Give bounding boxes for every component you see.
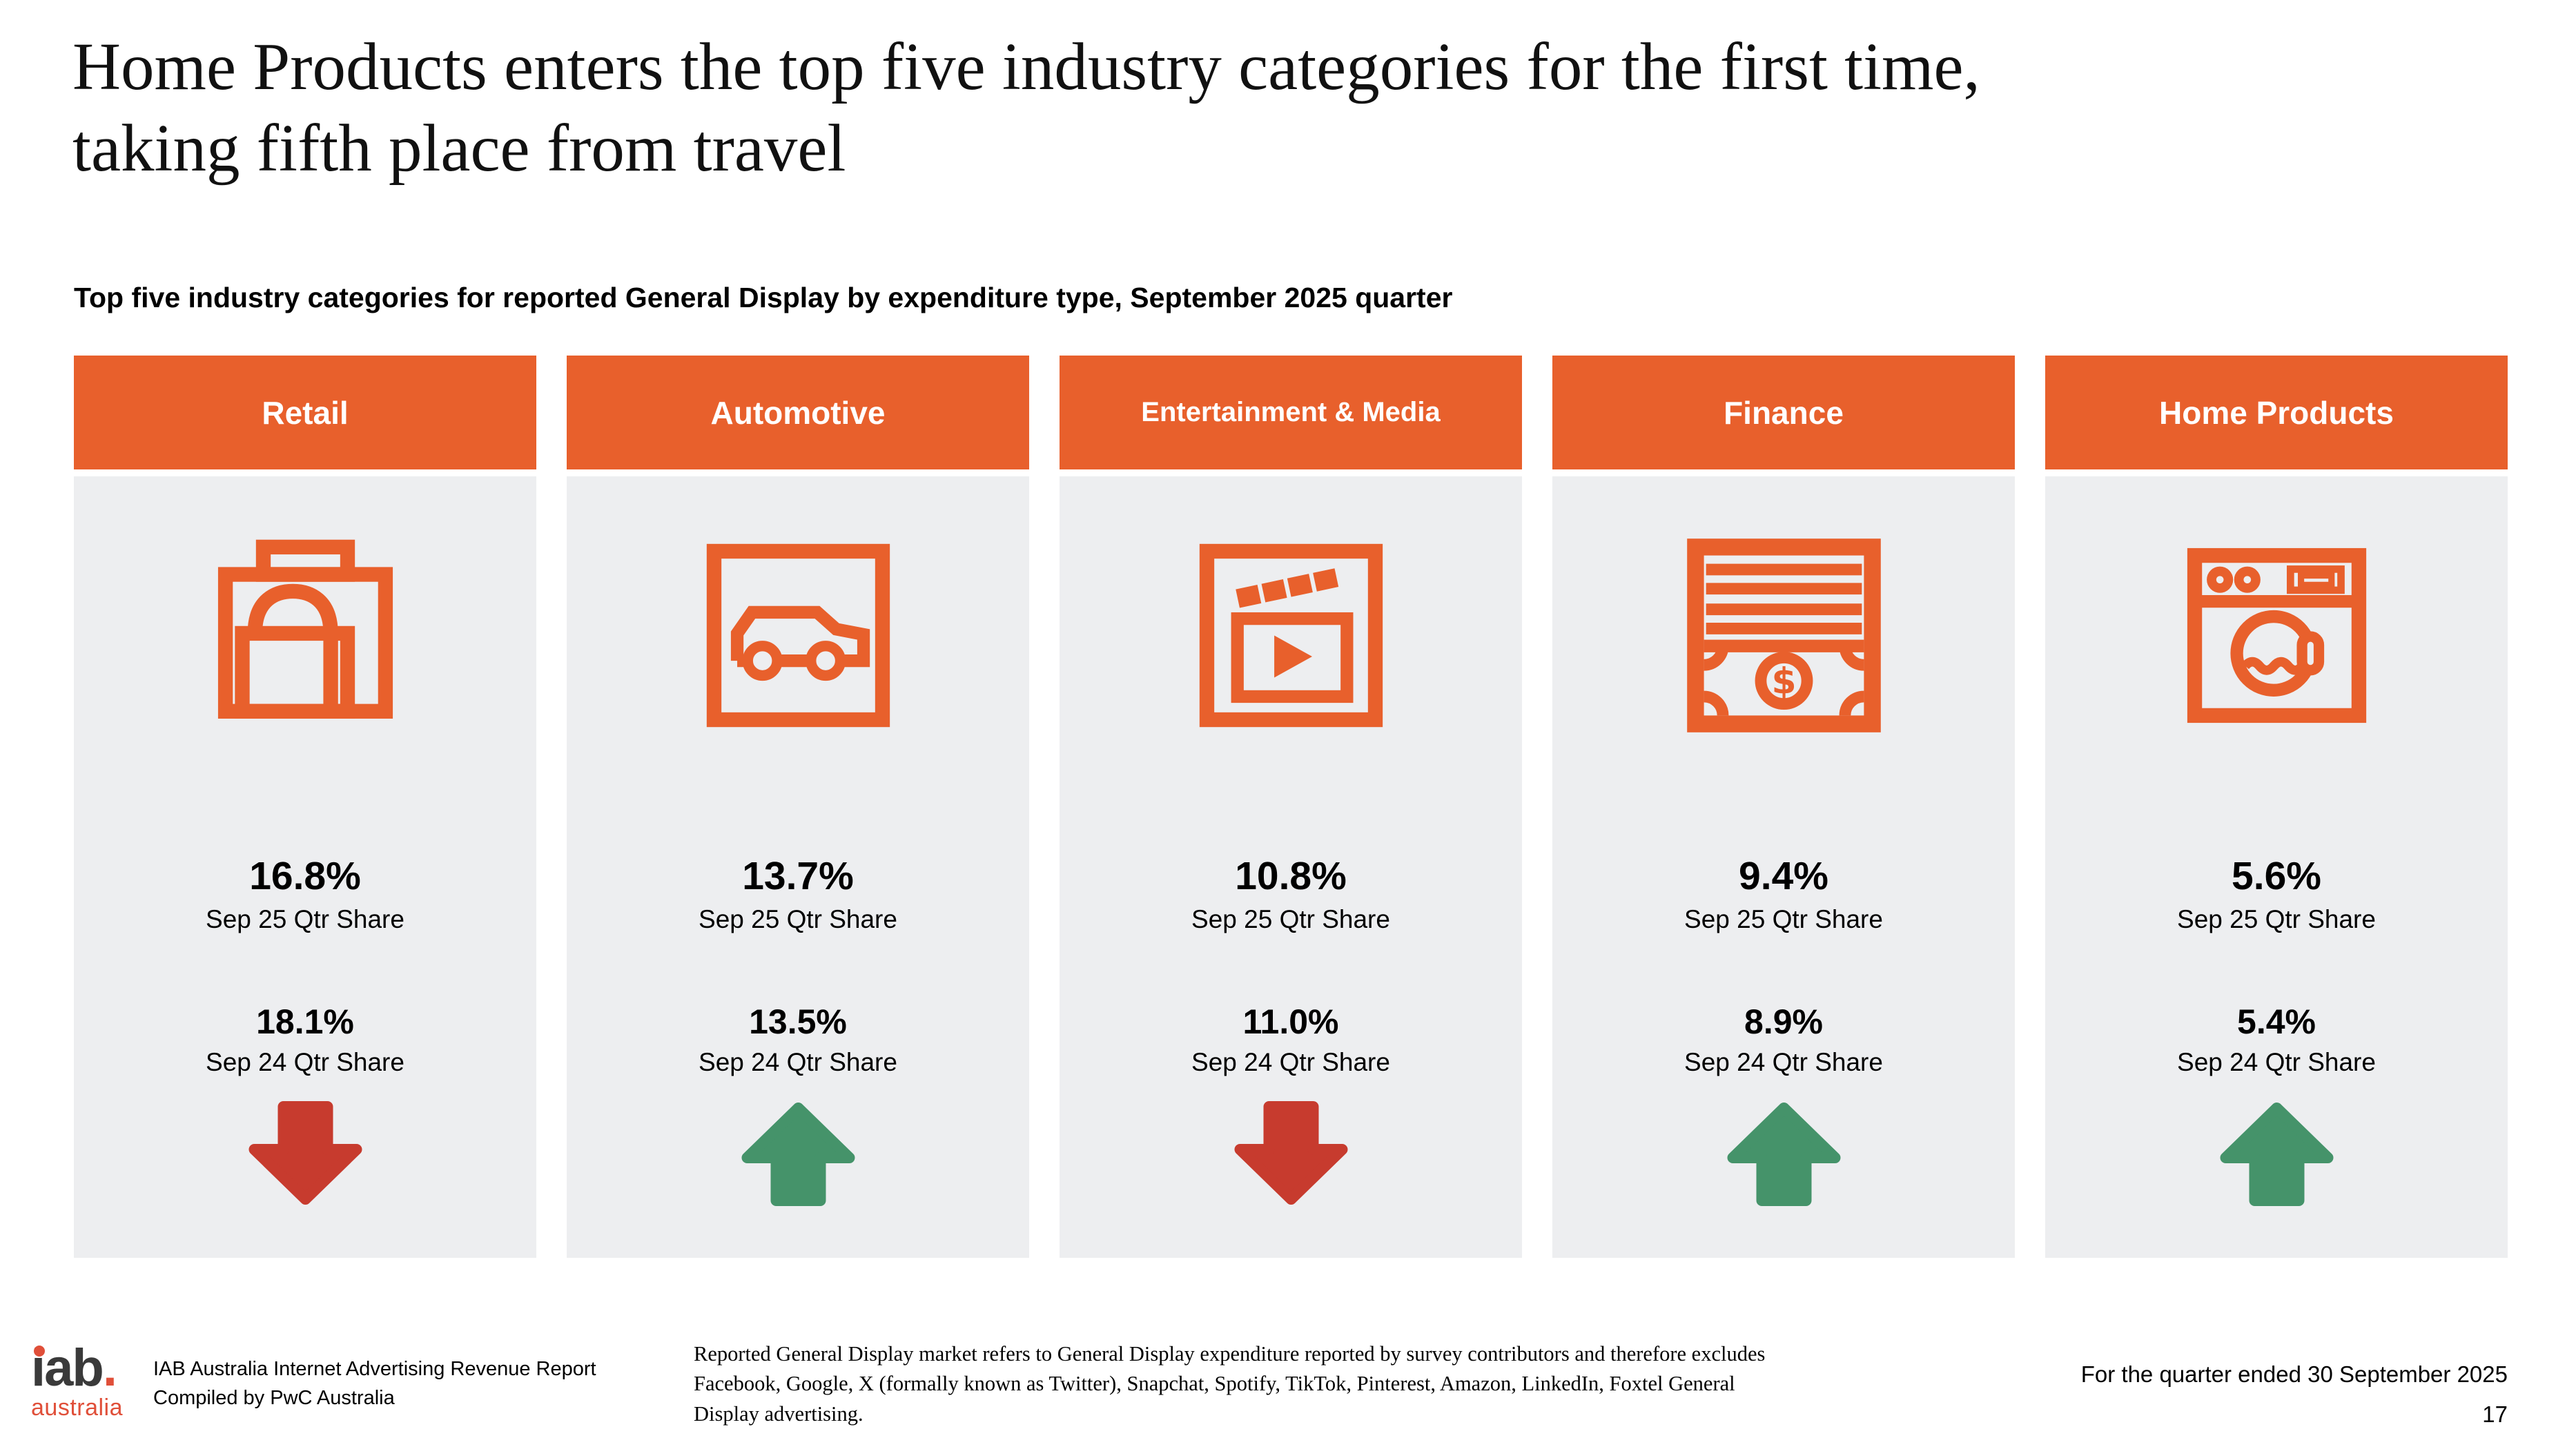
- briefcase-icon: [200, 530, 411, 741]
- card-entertainment-media: Entertainment & Media: [1060, 356, 1522, 1258]
- sep25-share-label: Sep 25 Qtr Share: [1191, 904, 1390, 933]
- sep25-share-label: Sep 25 Qtr Share: [1684, 904, 1883, 933]
- trend-arrow-down-icon: [235, 1100, 376, 1207]
- card-home-products-body: 5.6% Sep 25 Qtr Share 5.4% Sep 24 Qtr Sh…: [2045, 476, 2508, 1258]
- clapperboard-icon: [1186, 530, 1396, 741]
- chart-subtitle: Top five industry categories for reporte…: [74, 282, 1453, 313]
- sep24-share-value: 5.4%: [2237, 1002, 2316, 1042]
- iab-logo-ab: ab: [44, 1339, 104, 1397]
- report-credit: IAB Australia Internet Advertising Reven…: [153, 1354, 596, 1412]
- iab-australia-logo: i ab. australia: [31, 1342, 183, 1421]
- sep25-share-label: Sep 25 Qtr Share: [2177, 904, 2376, 933]
- sep24-share-label: Sep 24 Qtr Share: [206, 1048, 404, 1077]
- card-retail-body: 16.8% Sep 25 Qtr Share 18.1% Sep 24 Qtr …: [74, 476, 536, 1258]
- card-automotive-body: 13.7% Sep 25 Qtr Share 13.5% Sep 24 Qtr …: [567, 476, 1029, 1258]
- trend-arrow-up-icon: [728, 1100, 869, 1207]
- card-entertainment-media-body: 10.8% Sep 25 Qtr Share 11.0% Sep 24 Qtr …: [1060, 476, 1522, 1258]
- card-home-products-header: Home Products: [2045, 356, 2508, 469]
- washing-machine-icon: [2172, 530, 2382, 741]
- iab-logo-period: .: [102, 1339, 117, 1397]
- card-entertainment-media-header: Entertainment & Media: [1060, 356, 1522, 469]
- sep25-share-value: 9.4%: [1739, 854, 1828, 898]
- methodology-footnote: Reported General Display market refers t…: [694, 1342, 1766, 1426]
- sep24-share-value: 8.9%: [1744, 1002, 1823, 1042]
- card-finance-header: Finance: [1552, 356, 2015, 469]
- sep25-share-value: 5.6%: [2232, 854, 2321, 898]
- page-title: Home Products enters the top five indust…: [72, 30, 1980, 186]
- svg-text:$: $: [1771, 661, 1796, 702]
- sep24-share-label: Sep 24 Qtr Share: [1684, 1048, 1883, 1077]
- card-retail-header: Retail: [74, 356, 536, 469]
- sep25-share-value: 10.8%: [1235, 854, 1347, 898]
- sep24-share-label: Sep 24 Qtr Share: [699, 1048, 897, 1077]
- banknote-icon: $: [1679, 530, 1889, 741]
- sep24-share-value: 18.1%: [256, 1002, 354, 1042]
- trend-arrow-down-icon: [1220, 1100, 1362, 1207]
- card-home-products: Home Products 5.6% S: [2045, 356, 2508, 1258]
- car-icon: [693, 530, 904, 741]
- sep24-share-label: Sep 24 Qtr Share: [2177, 1048, 2376, 1077]
- sep25-share-label: Sep 25 Qtr Share: [206, 904, 404, 933]
- iab-logo-australia: australia: [31, 1395, 124, 1421]
- iab-logo-red-dot: [34, 1346, 45, 1357]
- report-credit-line2: Compiled by PwC Australia: [153, 1387, 395, 1410]
- sep25-share-value: 16.8%: [249, 854, 361, 898]
- report-credit-line1: IAB Australia Internet Advertising Reven…: [153, 1358, 596, 1380]
- card-finance-body: $ 9.4% Sep 25 Qtr Share 8.9% Sep 24 Qtr …: [1552, 476, 2015, 1258]
- sep24-share-value: 11.0%: [1242, 1002, 1339, 1042]
- iab-logo-word: i ab.: [31, 1342, 117, 1395]
- trend-arrow-up-icon: [2206, 1100, 2348, 1207]
- card-automotive-header: Automotive: [567, 356, 1029, 469]
- page-number: 17: [2482, 1401, 2508, 1427]
- sep25-share-value: 13.7%: [742, 854, 854, 898]
- quarter-ended-note: For the quarter ended 30 September 2025: [2080, 1361, 2508, 1387]
- card-retail: Retail 16.8% Sep 25 Qtr Share 18.1% Sep …: [74, 356, 536, 1258]
- sep24-share-label: Sep 24 Qtr Share: [1191, 1048, 1390, 1077]
- industry-cards-row: Retail 16.8% Sep 25 Qtr Share 18.1% Sep …: [74, 356, 2508, 1258]
- sep25-share-label: Sep 25 Qtr Share: [699, 904, 897, 933]
- card-automotive: Automotive 13.7% Sep 25 Qtr Share 13.5% …: [567, 356, 1029, 1258]
- card-finance: Finance $: [1552, 356, 2015, 1258]
- sep24-share-value: 13.5%: [749, 1002, 847, 1042]
- trend-arrow-up-icon: [1713, 1100, 1855, 1207]
